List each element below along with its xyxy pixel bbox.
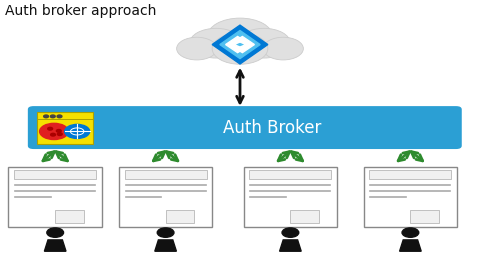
Circle shape (51, 133, 56, 136)
Polygon shape (236, 36, 254, 53)
FancyBboxPatch shape (55, 210, 84, 222)
FancyBboxPatch shape (119, 167, 212, 227)
Polygon shape (155, 240, 177, 251)
Circle shape (57, 115, 62, 118)
Polygon shape (44, 240, 66, 251)
Circle shape (48, 127, 53, 130)
Circle shape (40, 123, 69, 140)
Circle shape (207, 18, 273, 55)
Circle shape (58, 133, 62, 136)
FancyBboxPatch shape (243, 167, 337, 227)
Circle shape (212, 33, 268, 64)
FancyBboxPatch shape (28, 106, 462, 149)
FancyBboxPatch shape (124, 170, 206, 179)
FancyBboxPatch shape (166, 210, 194, 222)
Text: Auth broker approach: Auth broker approach (5, 4, 156, 18)
Text: Auth Broker: Auth Broker (223, 119, 322, 137)
FancyBboxPatch shape (250, 170, 331, 179)
Polygon shape (399, 240, 421, 251)
Circle shape (44, 115, 48, 118)
FancyBboxPatch shape (14, 170, 96, 179)
FancyBboxPatch shape (364, 167, 457, 227)
Circle shape (47, 228, 63, 237)
Circle shape (238, 28, 290, 58)
FancyBboxPatch shape (290, 210, 319, 222)
Polygon shape (220, 31, 260, 59)
Circle shape (190, 28, 242, 58)
Polygon shape (226, 36, 244, 53)
FancyBboxPatch shape (37, 112, 93, 144)
FancyBboxPatch shape (410, 210, 439, 222)
Circle shape (57, 130, 61, 132)
Circle shape (402, 228, 419, 237)
Circle shape (50, 115, 55, 118)
Circle shape (65, 124, 90, 139)
Polygon shape (212, 25, 268, 64)
Circle shape (157, 228, 174, 237)
Polygon shape (279, 240, 301, 251)
Circle shape (177, 37, 217, 60)
Circle shape (263, 37, 303, 60)
FancyBboxPatch shape (9, 167, 102, 227)
FancyBboxPatch shape (369, 170, 451, 179)
Circle shape (282, 228, 299, 237)
